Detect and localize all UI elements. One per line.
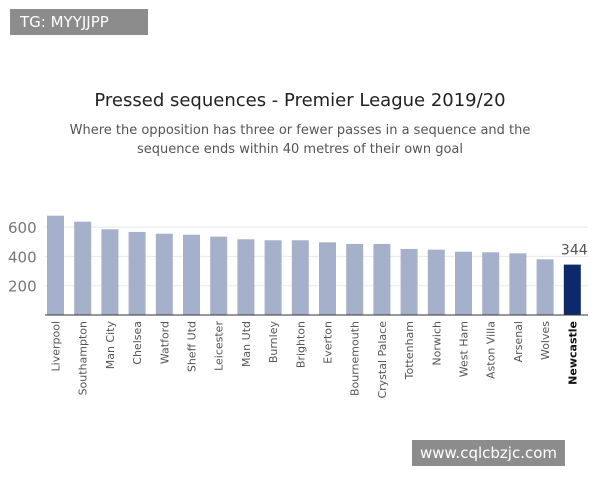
bar-west-ham bbox=[455, 251, 472, 315]
bar-liverpool bbox=[47, 215, 64, 315]
x-tick-label: Arsenal bbox=[512, 321, 525, 362]
x-tick-label: Leicester bbox=[213, 321, 226, 371]
y-tick-label: 400 bbox=[8, 248, 37, 266]
bar-man-utd bbox=[237, 239, 255, 315]
chart-title: Pressed sequences - Premier League 2019/… bbox=[94, 90, 506, 111]
x-tick-label: Liverpool bbox=[50, 321, 63, 371]
bar-arsenal bbox=[509, 253, 527, 315]
x-tick-label: Newcastle bbox=[566, 321, 579, 385]
x-tick-label: Tottenham bbox=[403, 321, 416, 380]
watermark-top: TG: MYYJJPP bbox=[10, 9, 148, 35]
x-tick-label: Southampton bbox=[77, 321, 90, 395]
x-tick-label: Man City bbox=[104, 321, 117, 370]
bar-brighton bbox=[291, 240, 309, 315]
x-tick-label: Crystal Palace bbox=[376, 321, 389, 399]
bar-everton bbox=[319, 242, 336, 315]
x-tick-label: Everton bbox=[322, 321, 335, 364]
bar-sheff-utd bbox=[183, 234, 200, 315]
data-label: 344 bbox=[561, 243, 588, 259]
bar-burnley bbox=[264, 240, 282, 315]
watermark-bottom: www.cqlcbzjc.com bbox=[412, 440, 565, 466]
bar-norwich bbox=[427, 249, 445, 315]
x-tick-label: West Ham bbox=[458, 321, 471, 377]
x-tick-label: Wolves bbox=[539, 321, 552, 360]
bar-newcastle bbox=[563, 264, 581, 315]
bar-leicester bbox=[210, 236, 228, 315]
bar-aston-villa bbox=[482, 252, 500, 315]
bar-watford bbox=[155, 233, 173, 315]
x-tick-label: Man Utd bbox=[240, 321, 253, 367]
y-tick-label: 600 bbox=[8, 219, 37, 237]
x-tick-label: Watford bbox=[158, 321, 171, 364]
x-tick-label: Bournemouth bbox=[349, 321, 362, 396]
bar-man-city bbox=[101, 229, 119, 315]
y-tick-label: 200 bbox=[8, 278, 37, 296]
bar-chelsea bbox=[128, 231, 146, 315]
x-tick-label: Brighton bbox=[294, 321, 307, 368]
bar-tottenham bbox=[400, 248, 418, 315]
x-tick-label: Aston Villa bbox=[485, 321, 498, 379]
x-tick-label: Norwich bbox=[430, 321, 443, 366]
x-tick-label: Sheff Utd bbox=[186, 321, 199, 372]
bar-crystal-palace bbox=[373, 243, 391, 315]
bar-bournemouth bbox=[346, 243, 364, 315]
bar-wolves bbox=[536, 259, 554, 315]
x-tick-label: Chelsea bbox=[131, 321, 144, 365]
x-tick-label: Burnley bbox=[267, 321, 280, 364]
chart-subtitle: Where the opposition has three or fewer … bbox=[69, 123, 531, 157]
bar-southampton bbox=[74, 221, 92, 315]
